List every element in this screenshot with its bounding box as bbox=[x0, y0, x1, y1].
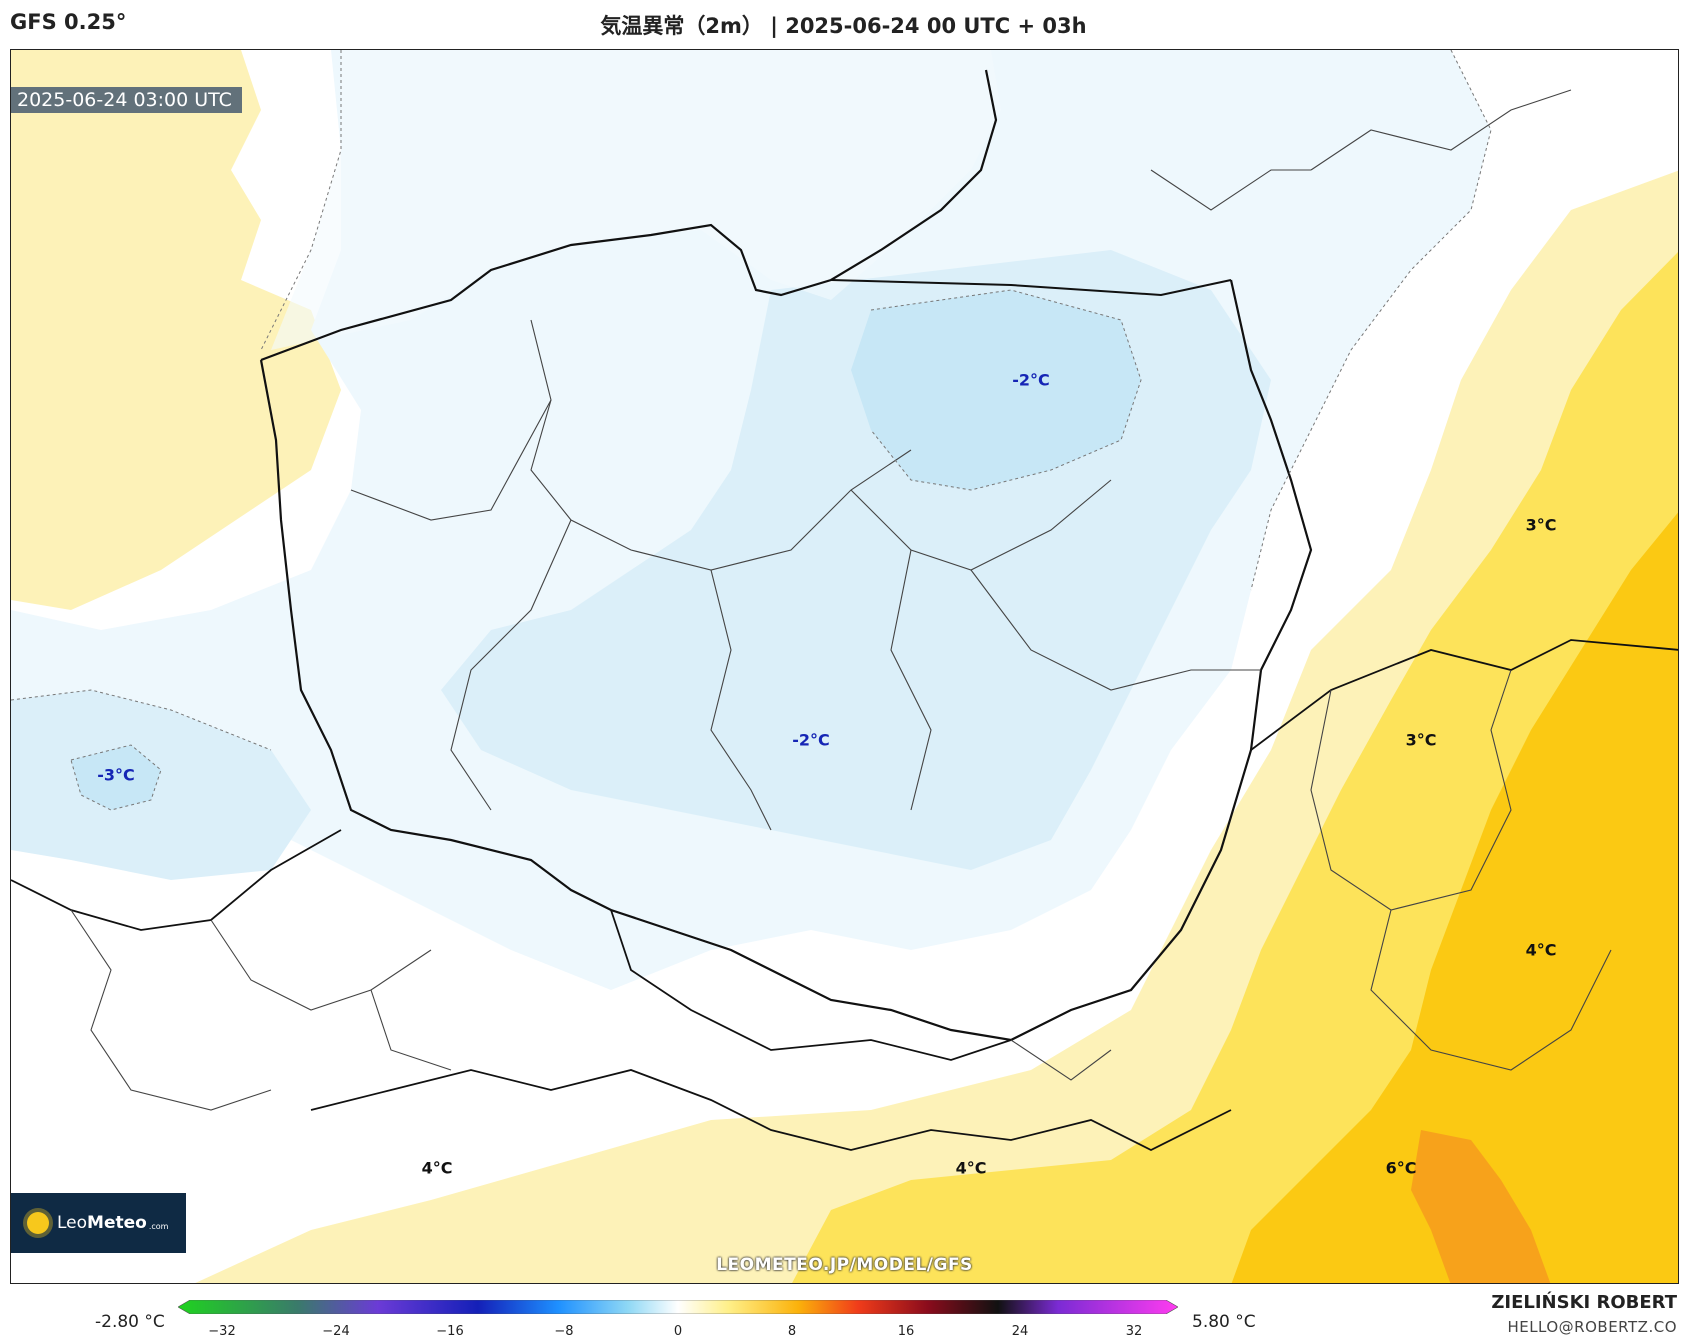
scale-tick: −16 bbox=[436, 1324, 464, 1339]
temperature-label: 6°C bbox=[1385, 1158, 1417, 1178]
min-value: -2.80 °C bbox=[95, 1312, 165, 1332]
logo-text: Leo bbox=[57, 1213, 88, 1233]
model-name: GFS 0.25° bbox=[10, 10, 127, 34]
scale-tick: 0 bbox=[673, 1324, 683, 1339]
logo-text-bold: Meteo bbox=[87, 1213, 147, 1233]
regional-borders bbox=[70, 89, 1612, 1111]
color-scale-bar bbox=[178, 1300, 1178, 1314]
map-canvas bbox=[11, 50, 1678, 1283]
anomaly-map[interactable]: 2025-06-24 03:00 UTC -2°C -2°C -3°C 3°C … bbox=[10, 49, 1679, 1284]
author-name: ZIELIŃSKI ROBERT bbox=[1491, 1292, 1677, 1313]
map-title: 気温異常（2m） | 2025-06-24 00 UTC + 03h bbox=[600, 14, 1087, 38]
border-poland bbox=[259, 279, 1313, 1042]
temperature-label: 3°C bbox=[1525, 515, 1557, 535]
border-austria-hungary bbox=[310, 1069, 1232, 1152]
scale-tick: 8 bbox=[787, 1324, 797, 1339]
border-kaliningrad bbox=[830, 279, 1232, 297]
logo-text-suffix: .com bbox=[148, 1221, 169, 1231]
border-east bbox=[1250, 639, 1678, 751]
leometeo-logo[interactable]: Leo Meteo .com bbox=[11, 1193, 186, 1253]
baltic-sea bbox=[271, 50, 1001, 350]
scale-tick: −24 bbox=[322, 1324, 350, 1339]
border-slovakia bbox=[610, 909, 1012, 1061]
temperature-label: 4°C bbox=[1525, 940, 1557, 960]
warm-area-southeast-max bbox=[1411, 1130, 1551, 1283]
temperature-label: 3°C bbox=[1405, 730, 1437, 750]
author-email[interactable]: HELLO@ROBERTZ.CO bbox=[1507, 1318, 1677, 1336]
cold-area-northeast bbox=[851, 290, 1141, 490]
border-czech bbox=[11, 829, 342, 931]
max-value: 5.80 °C bbox=[1192, 1312, 1256, 1332]
temperature-label: -2°C bbox=[792, 730, 830, 750]
source-watermark: LEOMETEO.JP/MODEL/GFS bbox=[716, 1255, 973, 1275]
coastline bbox=[260, 69, 998, 362]
timestamp-badge: 2025-06-24 03:00 UTC bbox=[11, 87, 242, 113]
scale-tick: 24 bbox=[1011, 1324, 1029, 1339]
scale-tick: −8 bbox=[554, 1324, 574, 1339]
scale-tick: 16 bbox=[897, 1324, 915, 1339]
cold-area-west-core bbox=[71, 745, 161, 810]
temperature-label: -2°C bbox=[1012, 370, 1050, 390]
scale-tick: 32 bbox=[1125, 1324, 1143, 1339]
temperature-label: 4°C bbox=[421, 1158, 453, 1178]
contour-lines bbox=[11, 50, 1492, 811]
cold-area-west bbox=[11, 690, 311, 880]
warm-area-east-strong bbox=[1231, 512, 1678, 1283]
scale-tick: −32 bbox=[208, 1324, 236, 1339]
warm-area-west bbox=[11, 50, 341, 610]
temperature-label: 4°C bbox=[955, 1158, 987, 1178]
temperature-label: -3°C bbox=[97, 765, 135, 785]
sun-icon bbox=[27, 1212, 49, 1234]
